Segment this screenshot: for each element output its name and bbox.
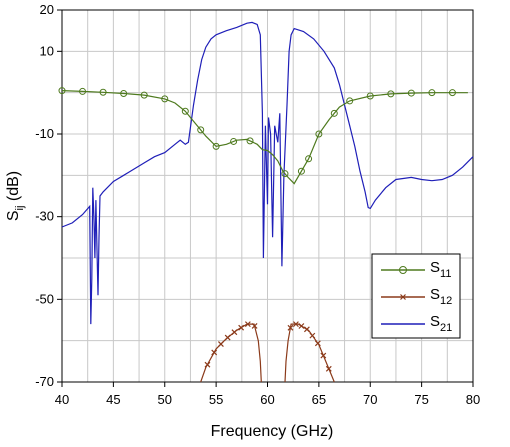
legend: S11 S12 S21 [371, 253, 461, 339]
s11-marker [428, 89, 436, 97]
legend-label-s21: S21 [430, 313, 452, 334]
s11-marker [407, 89, 415, 97]
marker-x-stroke [211, 349, 218, 356]
marker-x-stroke [293, 321, 299, 328]
y-tick-label: 20 [40, 2, 54, 17]
s11-marker [79, 87, 87, 95]
x-tick-label: 55 [209, 392, 223, 407]
s11-marker [197, 126, 205, 134]
marker-x-stroke [231, 329, 238, 336]
s11-marker [230, 137, 238, 145]
marker-x-stroke [204, 361, 211, 368]
s12-marker [217, 341, 224, 348]
marker-x-stroke [314, 340, 321, 347]
s12-marker [309, 332, 316, 339]
s12-marker [298, 323, 305, 329]
x-tick-label: 75 [414, 392, 428, 407]
marker-x-stroke [287, 324, 294, 331]
s12-marker [314, 340, 321, 347]
s12-marker [293, 321, 299, 328]
s11-marker [140, 91, 148, 99]
y-tick-labels: 20 10 -10 -30 -50 -70 [35, 2, 62, 389]
marker-x-stroke [303, 326, 310, 333]
marker-x-stroke [217, 341, 224, 348]
marker-x-stroke [309, 332, 316, 339]
s11-marker [99, 88, 107, 96]
x-tick-label: 80 [466, 392, 480, 407]
s11-marker [58, 87, 66, 95]
s11-marker [246, 137, 254, 145]
s12-marker [287, 324, 294, 331]
s12-marker [320, 352, 327, 359]
marker-x-stroke [325, 365, 332, 372]
x-tick-label: 40 [55, 392, 69, 407]
s11-marker [387, 90, 395, 98]
marker-x-stroke [251, 323, 258, 329]
y-tick-label: -50 [35, 291, 54, 306]
s12-marker [211, 349, 218, 356]
marker-x-stroke [400, 294, 406, 300]
s12-marker [204, 361, 211, 368]
x-tick-labels: 40 45 50 55 60 65 70 75 80 [55, 382, 480, 407]
x-tick-label: 70 [363, 392, 377, 407]
marker-x-stroke [244, 321, 251, 328]
s12-marker [325, 365, 332, 372]
s11-marker [281, 170, 289, 178]
series-line-s21 [61, 21, 474, 325]
y-tick-label: 10 [40, 43, 54, 58]
s12-marker [231, 329, 238, 336]
s11-marker [212, 142, 220, 150]
marker-x-stroke [320, 352, 327, 359]
series-line-s12 [284, 323, 335, 383]
s11-marker [305, 155, 313, 163]
marker-x-stroke [224, 334, 231, 341]
legend-label-s11: S11 [430, 259, 451, 280]
y-tick-label: -70 [35, 374, 54, 389]
y-axis-label: Sij (dB) [5, 171, 26, 221]
s11-marker [448, 89, 456, 97]
s12-marker [244, 321, 251, 328]
s11-marker [120, 89, 128, 97]
s11-marker [315, 130, 323, 138]
s11-marker [297, 167, 305, 175]
legend-marker-s12 [400, 294, 406, 300]
s11-marker [346, 97, 354, 105]
s11-marker [366, 92, 374, 100]
s11-marker [181, 107, 189, 115]
s12-marker [224, 334, 231, 341]
series-line-s11 [61, 90, 468, 185]
legend-marker-s11 [399, 266, 407, 274]
s12-marker [303, 326, 310, 333]
s12-marker [238, 324, 245, 331]
x-tick-label: 65 [312, 392, 326, 407]
series-line-s12 [200, 323, 262, 383]
x-tick-label: 60 [260, 392, 274, 407]
s11-marker [330, 109, 338, 117]
x-tick-label: 50 [158, 392, 172, 407]
x-axis-label: Frequency (GHz) [211, 423, 334, 440]
s11-marker [161, 95, 169, 103]
x-tick-label: 45 [106, 392, 120, 407]
series-layer [58, 21, 474, 383]
y-tick-label: -10 [35, 126, 54, 141]
marker-x-stroke [298, 323, 305, 329]
s12-marker [251, 323, 258, 329]
marker-x-stroke [238, 324, 245, 331]
y-tick-label: -30 [35, 209, 54, 224]
legend-label-s12: S12 [430, 286, 452, 307]
